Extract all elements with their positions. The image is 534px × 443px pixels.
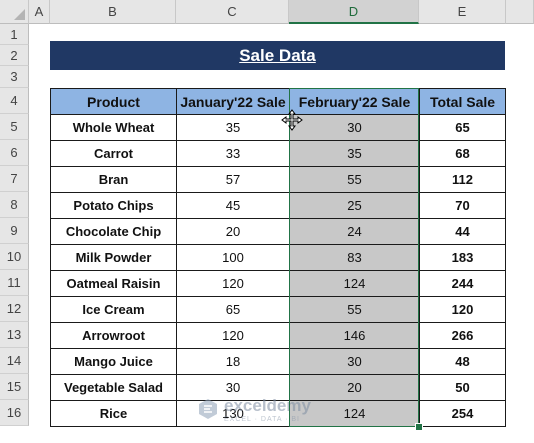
table-cell[interactable]: 18 <box>176 348 290 375</box>
column-header-filler <box>506 0 534 24</box>
column-header-a[interactable]: A <box>29 0 50 24</box>
table-cell[interactable]: 57 <box>176 166 290 193</box>
table-cell[interactable]: 44 <box>419 218 506 245</box>
table-cell[interactable]: Oatmeal Raisin <box>50 270 177 297</box>
table-cell[interactable]: 20 <box>176 218 290 245</box>
row-header-11[interactable]: 11 <box>0 270 29 296</box>
table-cell[interactable]: 50 <box>419 374 506 401</box>
table-cell[interactable]: Milk Powder <box>50 244 177 271</box>
table-cell[interactable]: 48 <box>419 348 506 375</box>
table-cell[interactable]: 45 <box>176 192 290 219</box>
table-header-cell[interactable]: Total Sale <box>419 88 506 115</box>
table-cell[interactable]: 124 <box>289 400 420 427</box>
row-header-13[interactable]: 13 <box>0 322 29 348</box>
watermark: exceldemy EXCEL · DATA · BI <box>196 394 366 424</box>
table-header-cell[interactable]: January'22 Sale <box>176 88 290 115</box>
move-cursor-icon <box>281 109 303 131</box>
sheet-title[interactable]: Sale Data <box>50 41 505 70</box>
table-cell[interactable]: 30 <box>289 114 420 141</box>
row-header-2[interactable]: 2 <box>0 45 29 66</box>
row-header-4[interactable]: 4 <box>0 88 29 114</box>
row-header-16[interactable]: 16 <box>0 400 29 426</box>
table-cell[interactable]: 112 <box>419 166 506 193</box>
select-all-corner[interactable] <box>0 0 29 24</box>
table-cell[interactable]: Rice <box>50 400 177 427</box>
table-cell[interactable]: 35 <box>289 140 420 167</box>
watermark-tagline: EXCEL · DATA · BI <box>224 415 300 423</box>
table-cell[interactable]: 183 <box>419 244 506 271</box>
table-cell[interactable]: 120 <box>419 296 506 323</box>
table-cell[interactable]: 55 <box>289 296 420 323</box>
table-cell[interactable]: 266 <box>419 322 506 349</box>
table-cell[interactable]: 124 <box>289 270 420 297</box>
watermark-name: exceldemy <box>224 395 311 415</box>
table-cell[interactable]: Carrot <box>50 140 177 167</box>
table-cell[interactable]: 70 <box>419 192 506 219</box>
table-cell[interactable]: 120 <box>176 270 290 297</box>
table-cell[interactable]: 30 <box>289 348 420 375</box>
select-all-icon <box>14 9 25 20</box>
row-header-15[interactable]: 15 <box>0 374 29 400</box>
table-cell[interactable]: 24 <box>289 218 420 245</box>
table-cell[interactable]: 120 <box>176 322 290 349</box>
row-header-8[interactable]: 8 <box>0 192 29 218</box>
table-cell[interactable]: 244 <box>419 270 506 297</box>
column-header-c[interactable]: C <box>176 0 289 24</box>
column-header-d[interactable]: D <box>289 0 419 24</box>
row-header-10[interactable]: 10 <box>0 244 29 270</box>
table-cell[interactable]: 68 <box>419 140 506 167</box>
row-header-9[interactable]: 9 <box>0 218 29 244</box>
row-header-6[interactable]: 6 <box>0 140 29 166</box>
column-header-b[interactable]: B <box>50 0 176 24</box>
table-cell[interactable]: 146 <box>289 322 420 349</box>
table-cell[interactable]: Bran <box>50 166 177 193</box>
table-cell[interactable]: Whole Wheat <box>50 114 177 141</box>
table-cell[interactable]: 25 <box>289 192 420 219</box>
table-cell[interactable]: Potato Chips <box>50 192 177 219</box>
fill-handle[interactable] <box>415 423 423 431</box>
table-header-cell[interactable]: February'22 Sale <box>289 88 420 115</box>
row-header-5[interactable]: 5 <box>0 114 29 140</box>
table-cell[interactable]: 55 <box>289 166 420 193</box>
table-cell[interactable]: Mango Juice <box>50 348 177 375</box>
column-header-e[interactable]: E <box>419 0 506 24</box>
row-header-14[interactable]: 14 <box>0 348 29 374</box>
exceldemy-logo-icon <box>199 399 217 419</box>
row-header-12[interactable]: 12 <box>0 296 29 322</box>
table-cell[interactable]: 65 <box>176 296 290 323</box>
table-cell[interactable]: Chocolate Chip <box>50 218 177 245</box>
table-cell[interactable]: Vegetable Salad <box>50 374 177 401</box>
table-cell[interactable]: 83 <box>289 244 420 271</box>
table-cell[interactable]: 100 <box>176 244 290 271</box>
table-cell[interactable]: 254 <box>419 400 506 427</box>
table-header-cell[interactable]: Product <box>50 88 177 115</box>
table-cell[interactable]: 65 <box>419 114 506 141</box>
row-header-3[interactable]: 3 <box>0 66 29 88</box>
table-cell[interactable]: 35 <box>176 114 290 141</box>
row-header-1[interactable]: 1 <box>0 24 29 45</box>
table-cell[interactable]: 33 <box>176 140 290 167</box>
table-cell[interactable]: Arrowroot <box>50 322 177 349</box>
row-header-7[interactable]: 7 <box>0 166 29 192</box>
table-cell[interactable]: Ice Cream <box>50 296 177 323</box>
